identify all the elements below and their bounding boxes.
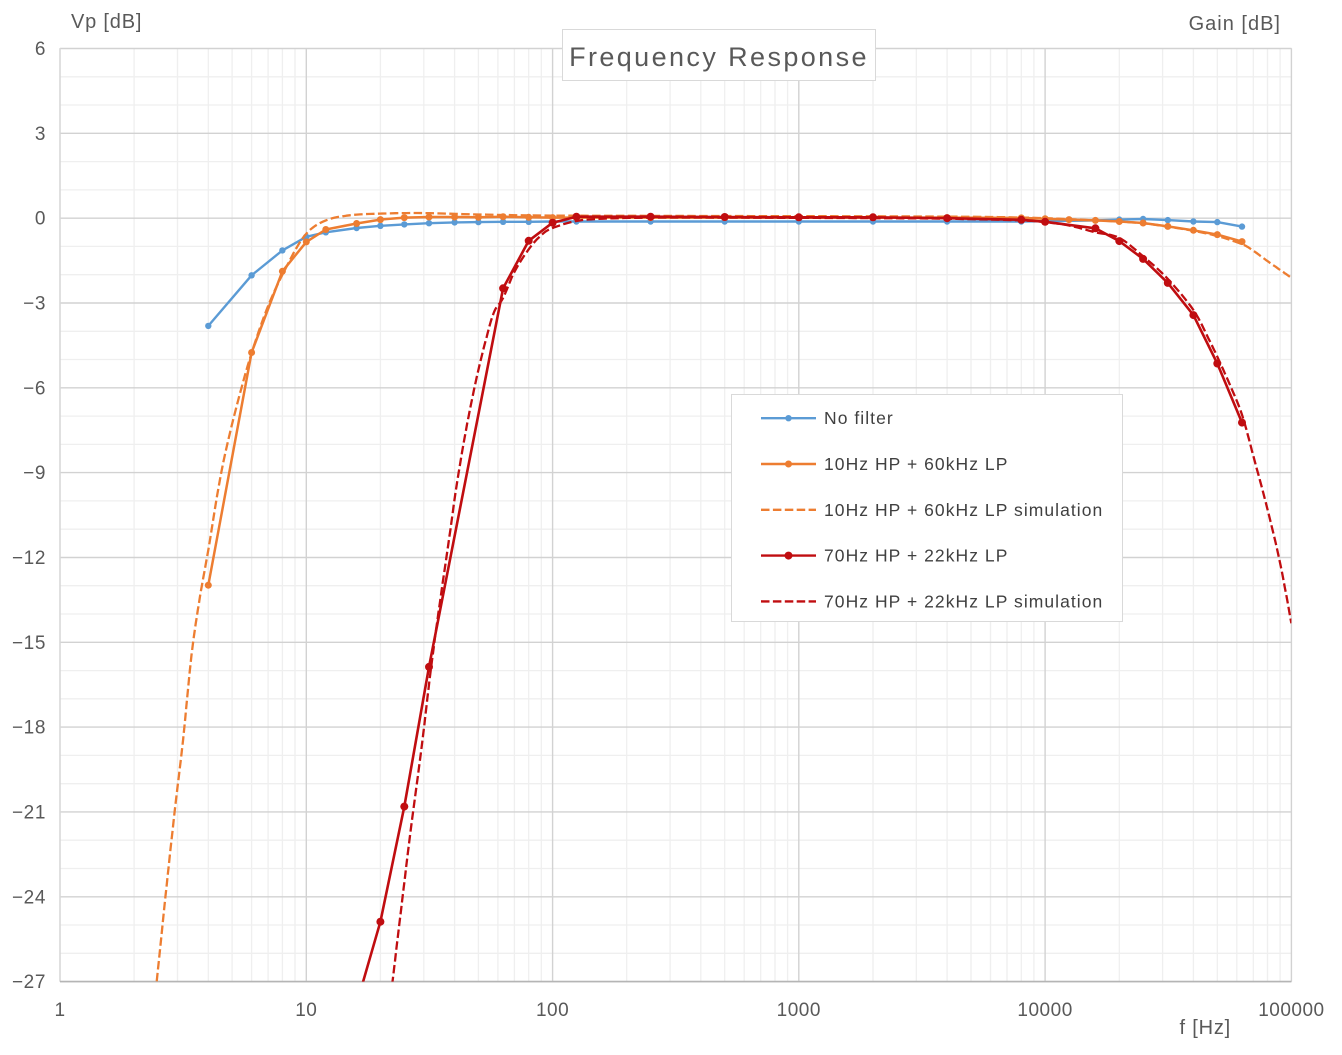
- svg-text:1000: 1000: [777, 1000, 821, 1021]
- svg-text:100000: 100000: [1258, 1000, 1324, 1021]
- svg-text:6: 6: [35, 39, 46, 60]
- svg-text:−27: −27: [12, 972, 46, 993]
- svg-text:No filter: No filter: [824, 408, 894, 428]
- svg-text:Frequency Response: Frequency Response: [569, 42, 869, 72]
- svg-text:−18: −18: [12, 718, 46, 739]
- svg-text:10Hz HP + 60kHz LP simulation: 10Hz HP + 60kHz LP simulation: [824, 500, 1103, 520]
- svg-text:−12: −12: [12, 548, 46, 569]
- svg-text:−15: −15: [12, 633, 46, 654]
- svg-text:0: 0: [35, 209, 46, 230]
- svg-text:f [Hz]: f [Hz]: [1180, 1017, 1231, 1039]
- svg-text:−9: −9: [23, 463, 46, 484]
- svg-text:−24: −24: [12, 887, 46, 908]
- svg-text:100: 100: [536, 1000, 569, 1021]
- svg-text:70Hz HP + 22kHz LP: 70Hz HP + 22kHz LP: [824, 546, 1008, 566]
- svg-text:Vp [dB]: Vp [dB]: [71, 11, 142, 33]
- svg-text:10Hz HP + 60kHz LP: 10Hz HP + 60kHz LP: [824, 454, 1008, 474]
- svg-text:−21: −21: [12, 802, 46, 823]
- svg-text:−3: −3: [23, 294, 46, 315]
- svg-text:1: 1: [54, 1000, 65, 1021]
- svg-text:3: 3: [35, 124, 46, 145]
- svg-text:10: 10: [295, 1000, 317, 1021]
- svg-text:70Hz HP + 22kHz LP simulation: 70Hz HP + 22kHz LP simulation: [824, 591, 1103, 611]
- svg-text:Gain [dB]: Gain [dB]: [1189, 13, 1281, 35]
- svg-text:−6: −6: [23, 378, 46, 399]
- svg-text:10000: 10000: [1017, 1000, 1072, 1021]
